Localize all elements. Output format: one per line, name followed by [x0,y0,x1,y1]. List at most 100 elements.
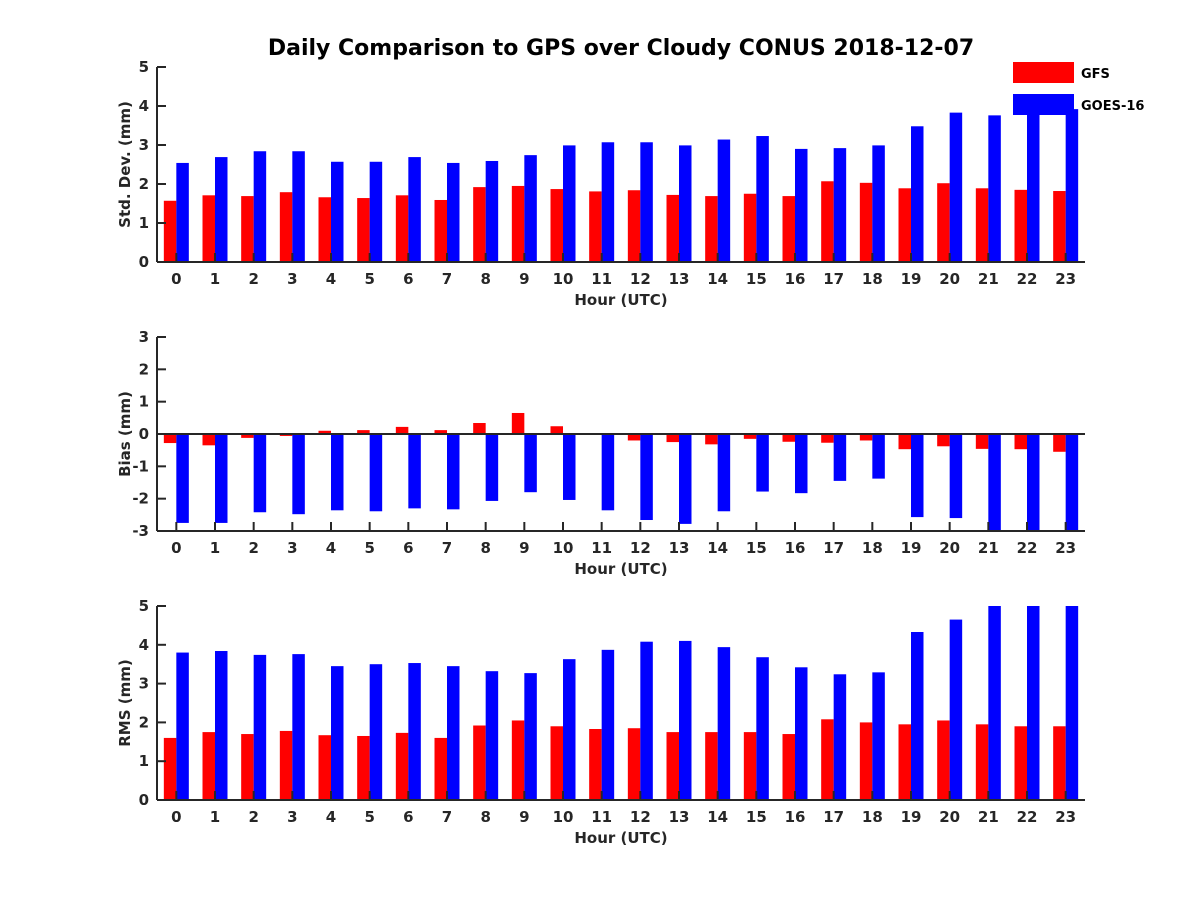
x-tick-label: 15 [746,270,767,288]
bar-goes-16-4 [331,666,344,800]
bar-goes-16-21 [988,115,1001,262]
bar-gfs-2 [241,434,254,438]
bar-goes-16-10 [563,145,576,262]
bar-goes-16-9 [524,673,537,800]
x-tick-label: 21 [978,539,999,557]
bar-gfs-20 [937,720,950,800]
bar-goes-16-22 [1027,606,1040,800]
x-tick-label: 9 [519,539,529,557]
bar-goes-16-0 [176,434,189,523]
bar-goes-16-13 [679,434,692,524]
bar-goes-16-3 [292,151,305,262]
x-tick-label: 2 [248,808,258,826]
bar-gfs-14 [705,196,718,262]
y-axis-label: RMS (mm) [116,659,134,746]
x-tick-label: 5 [364,808,374,826]
x-tick-label: 20 [939,808,960,826]
bar-goes-16-23 [1065,434,1079,531]
bar-goes-16-11 [601,142,615,262]
y-tick-label: 3 [139,675,149,693]
bar-gfs-6 [395,195,409,262]
x-tick-label: 16 [785,539,806,557]
x-tick-label: 2 [248,539,258,557]
x-tick-label: 1 [210,539,220,557]
bar-goes-16-22 [1027,434,1040,531]
bar-gfs-14 [705,434,718,445]
x-tick-label: 19 [901,539,922,557]
x-tick-label: 9 [519,270,529,288]
x-tick-label: 12 [630,539,651,557]
bar-gfs-1 [202,732,215,800]
bar-goes-16-12 [640,434,653,521]
bar-gfs-16 [782,434,795,442]
bar-gfs-17 [821,181,834,262]
bar-goes-16-19 [911,126,924,262]
bar-goes-16-13 [679,145,692,262]
x-tick-label: 13 [669,808,690,826]
x-tick-label: 14 [707,270,728,288]
bar-goes-16-16 [795,434,808,494]
bar-goes-16-10 [563,659,576,800]
bar-gfs-5 [357,735,370,800]
legend-swatch-goes-16 [1013,94,1074,115]
bar-gfs-20 [937,183,950,262]
bar-gfs-1 [202,195,215,262]
bar-gfs-2 [241,196,254,262]
x-tick-label: 11 [591,808,612,826]
bar-gfs-18 [859,182,873,262]
x-tick-label: 1 [210,808,220,826]
bar-gfs-19 [898,724,911,800]
x-tick-label: 3 [287,270,297,288]
y-tick-label: -1 [132,457,149,475]
y-tick-label: 3 [139,328,149,346]
bar-gfs-11 [589,729,602,800]
y-axis-label: Std. Dev. (mm) [116,101,134,228]
bar-gfs-8 [473,187,486,262]
bar-goes-16-12 [640,641,653,800]
x-tick-label: 4 [326,539,336,557]
bar-gfs-22 [1014,189,1027,262]
x-tick-label: 15 [746,808,767,826]
bar-gfs-19 [898,188,911,262]
y-tick-label: 2 [139,713,149,731]
bar-gfs-6 [395,426,409,434]
bar-gfs-8 [473,725,486,800]
x-tick-label: 9 [519,808,529,826]
bar-goes-16-3 [292,434,305,515]
y-tick-label: 2 [139,175,149,193]
bar-gfs-3 [279,192,293,262]
x-tick-label: 7 [442,808,452,826]
bar-goes-16-17 [833,434,847,481]
bar-goes-16-15 [756,657,769,800]
y-tick-label: 1 [139,393,149,411]
x-tick-label: 19 [901,270,922,288]
bar-gfs-18 [859,434,873,441]
x-tick-label: 0 [171,539,181,557]
bar-goes-16-22 [1027,110,1040,263]
x-axis-label: Hour (UTC) [574,560,667,578]
x-tick-label: 3 [287,539,297,557]
x-tick-label: 10 [553,270,574,288]
bar-goes-16-18 [872,434,885,479]
bar-goes-16-21 [988,434,1001,531]
bar-goes-16-6 [408,663,421,800]
bar-goes-16-16 [795,667,808,800]
x-tick-label: 4 [326,270,336,288]
bar-gfs-17 [821,434,834,443]
bar-goes-16-19 [911,434,924,518]
x-tick-label: 7 [442,539,452,557]
x-tick-label: 19 [901,808,922,826]
x-tick-label: 23 [1055,270,1076,288]
bar-goes-16-8 [485,671,499,800]
bar-gfs-5 [357,430,370,434]
bar-gfs-13 [666,434,679,443]
bar-goes-16-0 [176,652,189,800]
y-tick-label: 5 [139,58,149,76]
bar-goes-16-7 [447,162,460,262]
bar-goes-16-4 [331,434,344,511]
x-tick-label: 18 [862,539,883,557]
bar-gfs-12 [627,728,641,800]
